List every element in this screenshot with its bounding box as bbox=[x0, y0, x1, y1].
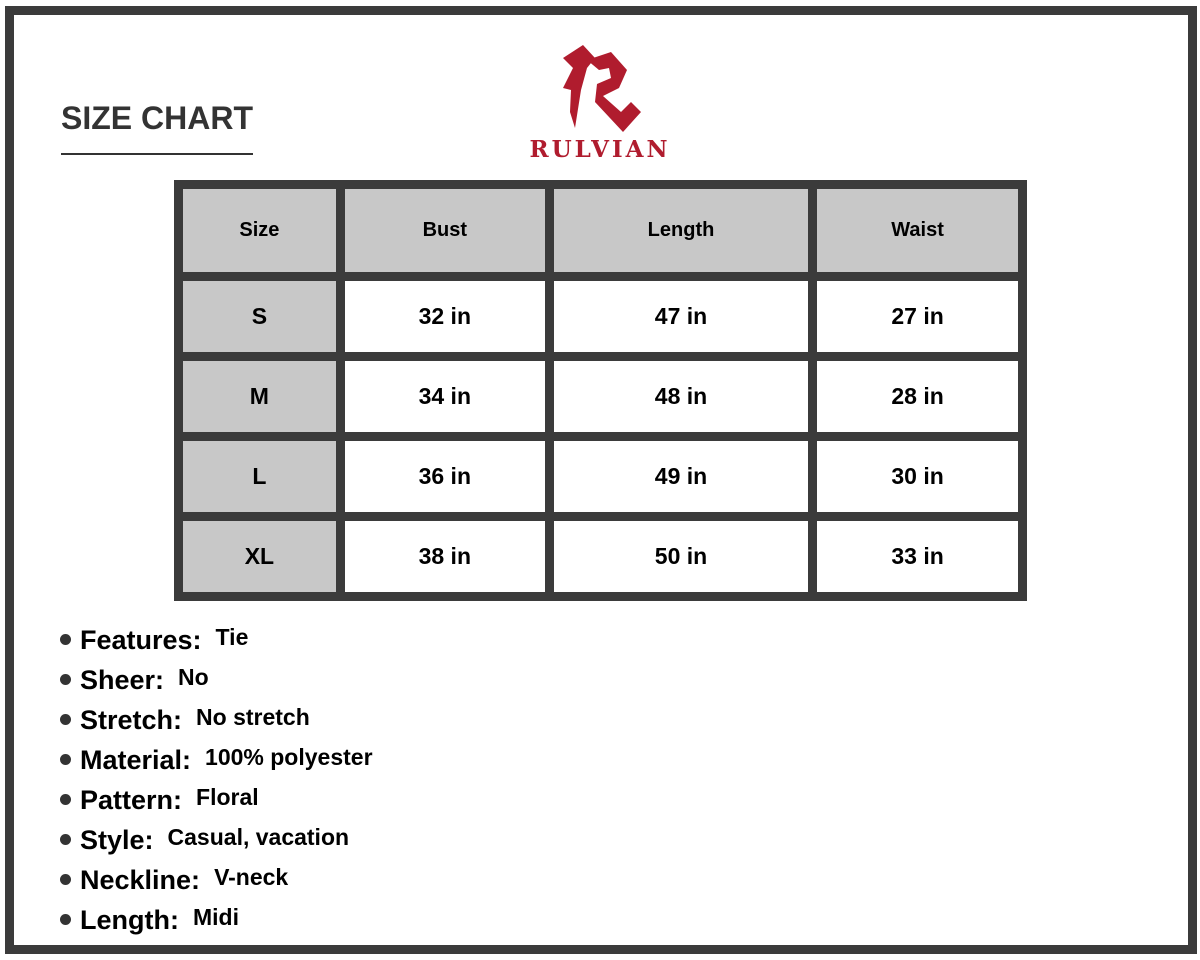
list-item: Length: Midi bbox=[60, 904, 373, 945]
bullet-icon bbox=[60, 874, 71, 885]
measurement-cell: 30 in bbox=[817, 441, 1018, 512]
brand-logo: RULVIAN bbox=[515, 40, 685, 165]
size-cell: L bbox=[183, 441, 336, 512]
feature-value: Midi bbox=[192, 904, 239, 930]
features-list: Features: Tie Sheer: No Stretch: No stretch Ma… bbox=[60, 624, 373, 945]
title-underline bbox=[61, 153, 253, 155]
measurement-cell: 33 in bbox=[817, 521, 1018, 592]
bullet-icon bbox=[60, 634, 71, 645]
measurement-cell: 38 in bbox=[344, 521, 545, 592]
bullet-icon bbox=[60, 754, 71, 765]
size-table: Size Bust Length Waist S 32 in 47 in 27 in M… bbox=[174, 180, 1027, 601]
measurement-cell: 34 in bbox=[344, 361, 545, 432]
list-item: Pattern: Floral bbox=[60, 784, 373, 825]
bullet-icon bbox=[60, 674, 71, 685]
size-cell: XL bbox=[183, 521, 336, 592]
feature-label: Style: bbox=[80, 825, 154, 855]
logo-r-mark-icon bbox=[563, 45, 641, 132]
table-row: M 34 in 48 in 28 in bbox=[183, 361, 1018, 432]
feature-label: Sheer: bbox=[80, 665, 165, 695]
feature-value: No stretch bbox=[196, 704, 310, 730]
bullet-icon bbox=[60, 794, 71, 805]
table-row: L 36 in 49 in 30 in bbox=[183, 441, 1018, 512]
bullet-icon bbox=[60, 834, 71, 845]
feature-label: Neckline: bbox=[80, 865, 201, 895]
feature-value: 100% polyester bbox=[205, 744, 373, 770]
brand-name: RULVIAN bbox=[529, 136, 671, 163]
header-length: Length bbox=[553, 189, 809, 272]
measurement-cell: 27 in bbox=[817, 281, 1018, 352]
list-item: Neckline: V-neck bbox=[60, 864, 373, 905]
feature-label: Features: bbox=[80, 625, 202, 655]
bullet-icon bbox=[60, 714, 71, 725]
feature-label: Material: bbox=[80, 745, 192, 775]
header-waist: Waist bbox=[817, 189, 1018, 272]
header-bust: Bust bbox=[344, 189, 545, 272]
list-item: Material: 100% polyester bbox=[60, 744, 373, 785]
measurement-cell: 49 in bbox=[553, 441, 809, 512]
measurement-cell: 50 in bbox=[553, 521, 809, 592]
feature-value: Tie bbox=[215, 624, 249, 650]
page-title: SIZE CHART bbox=[61, 100, 253, 136]
list-item: Stretch: No stretch bbox=[60, 704, 373, 745]
measurement-cell: 28 in bbox=[817, 361, 1018, 432]
table-row: XL 38 in 50 in 33 in bbox=[183, 521, 1018, 592]
header-size: Size bbox=[183, 189, 336, 272]
table-row: S 32 in 47 in 27 in bbox=[183, 281, 1018, 352]
feature-value: No bbox=[178, 664, 209, 690]
bullet-icon bbox=[60, 914, 71, 925]
measurement-cell: 48 in bbox=[553, 361, 809, 432]
feature-value: V-neck bbox=[214, 864, 289, 890]
list-item: Style: Casual, vacation bbox=[60, 824, 373, 865]
size-cell: S bbox=[183, 281, 336, 352]
measurement-cell: 36 in bbox=[344, 441, 545, 512]
measurement-cell: 47 in bbox=[553, 281, 809, 352]
feature-label: Length: bbox=[80, 905, 179, 935]
page-frame bbox=[5, 6, 1197, 954]
feature-value: Floral bbox=[196, 784, 259, 810]
feature-label: Pattern: bbox=[80, 785, 183, 815]
table-header-row: Size Bust Length Waist bbox=[183, 189, 1018, 272]
feature-label: Stretch: bbox=[80, 705, 183, 735]
feature-value: Casual, vacation bbox=[167, 824, 350, 850]
measurement-cell: 32 in bbox=[344, 281, 545, 352]
list-item: Features: Tie bbox=[60, 624, 373, 665]
size-cell: M bbox=[183, 361, 336, 432]
list-item: Sheer: No bbox=[60, 664, 373, 705]
